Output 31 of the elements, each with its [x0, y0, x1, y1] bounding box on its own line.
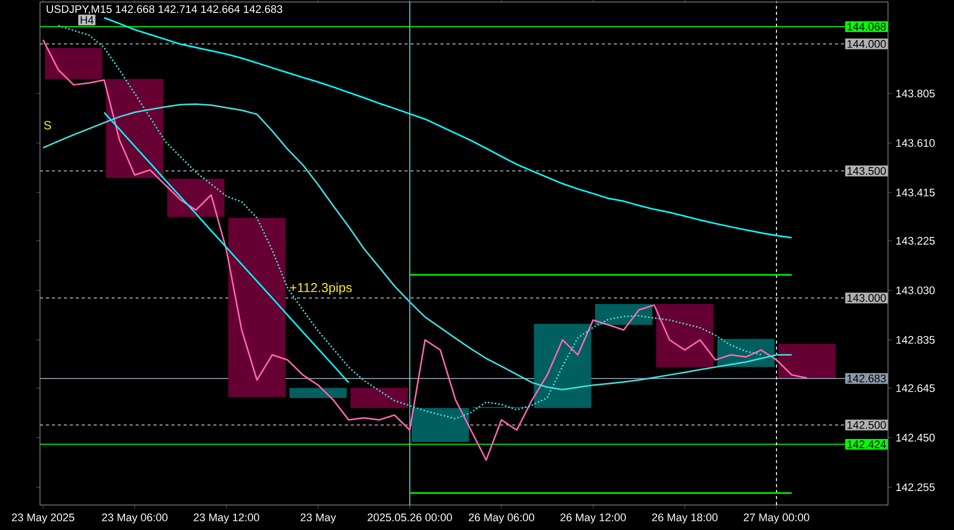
annotation: S — [44, 121, 51, 130]
line-series — [42, 39, 808, 461]
y-tick-label: 143.805 — [896, 90, 935, 98]
chart-title: USDJPY,M15 142.668 142.714 142.664 142.683 — [46, 5, 282, 14]
line-series — [103, 16, 792, 238]
y-tick-label: 143.030 — [896, 286, 935, 294]
x-tick-label: 27 May 00:00 — [744, 514, 810, 524]
y-tick-label: 143.225 — [896, 236, 935, 245]
ref-line-label: 144.068 — [848, 22, 886, 31]
annotation: H4 — [80, 16, 94, 24]
x-tick-label: 23 May 12:00 — [194, 514, 260, 524]
x-tick-label: 23 May 06:00 — [102, 514, 168, 524]
y-tick-label: 142.450 — [896, 434, 935, 442]
ref-line-label: 144.000 — [848, 40, 886, 48]
ref-line-label: 142.500 — [848, 421, 886, 429]
y-tick-label: 142.645 — [896, 384, 935, 392]
y-tick-label: 143.610 — [896, 139, 935, 147]
ref-line-label: 142.424 — [848, 440, 886, 448]
annotation: +112.3pips — [290, 282, 352, 295]
x-tick-label: 2025.05.26 00:00 — [368, 514, 452, 522]
ref-line-label: 143.000 — [848, 294, 886, 302]
x-tick-label: 23 May 2025 — [12, 514, 74, 524]
x-tick-label: 26 May 12:00 — [560, 514, 626, 524]
ref-line-label: 142.683 — [848, 374, 886, 382]
x-tick-label: 23 May — [300, 514, 336, 524]
y-tick-label: 143.415 — [896, 188, 935, 196]
x-tick-label: 26 May 18:00 — [652, 514, 718, 524]
y-tick-label: 142.835 — [896, 336, 935, 344]
ref-line-label: 143.500 — [848, 167, 886, 175]
x-tick-label: 26 May 06:00 — [468, 514, 534, 524]
y-tick-label: 142.255 — [896, 483, 935, 492]
